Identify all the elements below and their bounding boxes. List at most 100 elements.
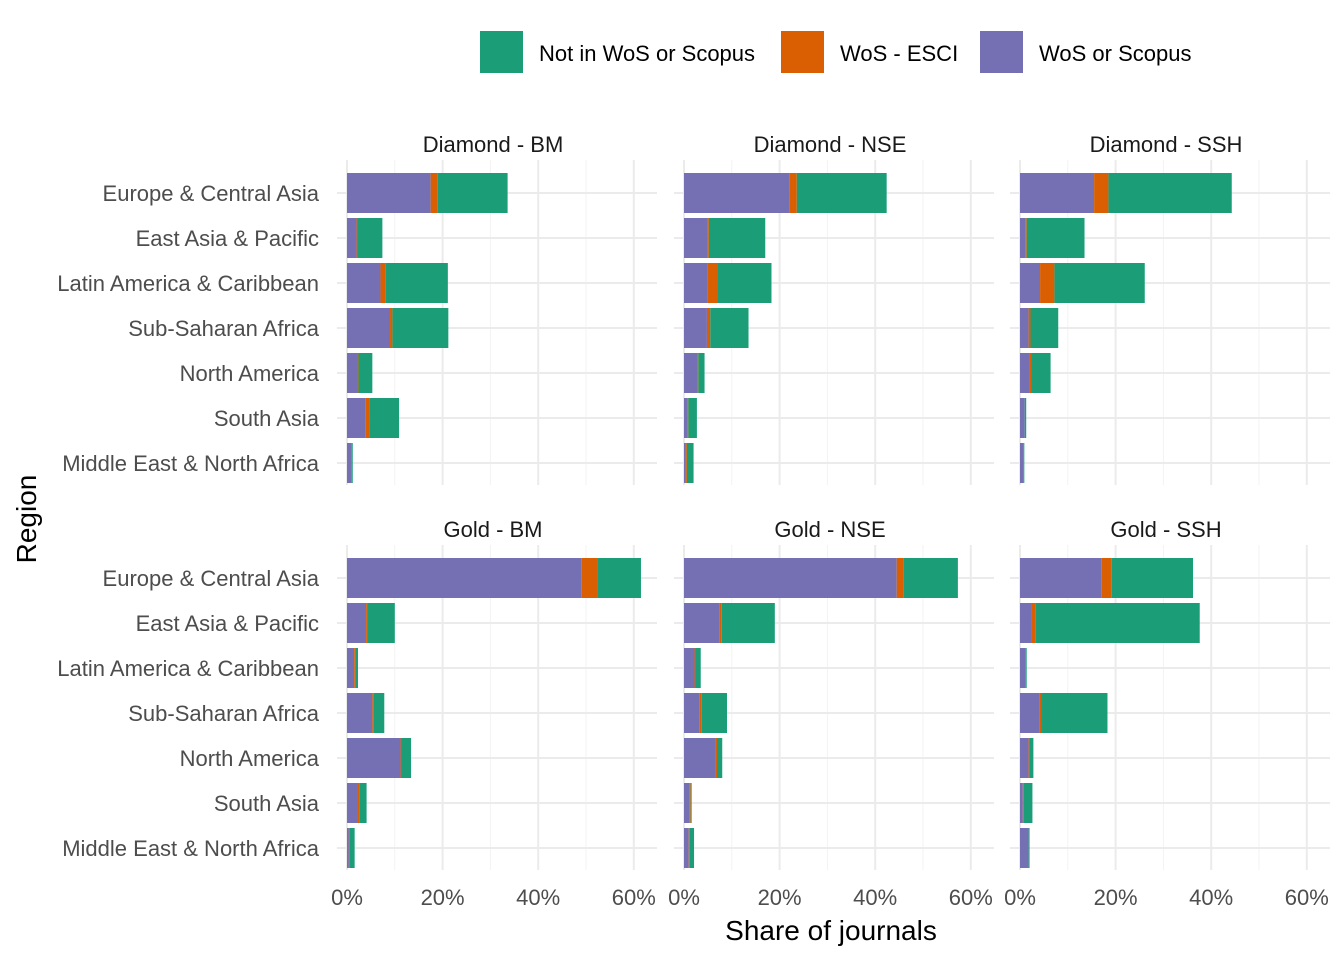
bar-wos-esci-east-asia-and-pacific: [1025, 218, 1027, 258]
bar-not-in-wos-or-scopus-north-america: [716, 738, 723, 778]
bar-wos-or-scopus-europe-and-central-asia: [684, 558, 897, 598]
bar-wos-esci-europe-and-central-asia: [789, 173, 797, 213]
bar-wos-esci-middle-east-and-north-africa: [685, 443, 687, 483]
bar-wos-esci-latin-america-and-caribbean: [707, 263, 718, 303]
x-tick-label: 20%: [421, 885, 465, 910]
bar-wos-or-scopus-middle-east-and-north-africa: [684, 443, 686, 483]
bar-not-in-wos-or-scopus-europe-and-central-asia: [796, 173, 887, 213]
category-label: North America: [180, 746, 320, 771]
bar-wos-or-scopus-north-america: [1020, 353, 1030, 393]
legend-label: WoS or Scopus: [1039, 41, 1191, 66]
x-tick-label: 0%: [1004, 885, 1036, 910]
bar-wos-esci-europe-and-central-asia: [1101, 558, 1112, 598]
bar-wos-or-scopus-sub-saharan-africa: [1020, 693, 1040, 733]
panel-gold-nse: Gold - NSE: [674, 517, 994, 870]
panel-gold-bm: Gold - BM: [337, 517, 657, 870]
bar-wos-esci-east-asia-and-pacific: [1031, 603, 1036, 643]
bar-wos-or-scopus-europe-and-central-asia: [1020, 173, 1095, 213]
category-label: Latin America & Caribbean: [57, 271, 319, 296]
panel-title: Gold - SSH: [1110, 517, 1221, 542]
bar-not-in-wos-or-scopus-middle-east-and-north-africa: [1028, 828, 1030, 868]
bar-wos-or-scopus-middle-east-and-north-africa: [684, 828, 689, 868]
bar-wos-esci-north-america: [697, 353, 699, 393]
category-label: Middle East & North Africa: [62, 451, 320, 476]
bar-wos-esci-south-asia: [689, 783, 691, 823]
bar-wos-or-scopus-north-america: [347, 353, 358, 393]
bar-not-in-wos-or-scopus-east-asia-and-pacific: [708, 218, 766, 258]
bar-wos-or-scopus-north-america: [347, 738, 401, 778]
panel-title: Diamond - NSE: [754, 132, 907, 157]
bar-not-in-wos-or-scopus-middle-east-and-north-africa: [349, 828, 355, 868]
bar-not-in-wos-or-scopus-south-asia: [1023, 783, 1033, 823]
bar-wos-esci-north-america: [357, 353, 359, 393]
category-label: Sub-Saharan Africa: [128, 701, 320, 726]
bar-not-in-wos-or-scopus-sub-saharan-africa: [701, 693, 728, 733]
x-axis-title: Share of journals: [725, 915, 937, 946]
panel-gold-ssh: Gold - SSH: [1010, 517, 1330, 870]
bar-wos-or-scopus-sub-saharan-africa: [347, 693, 373, 733]
x-tick-label: 20%: [1094, 885, 1138, 910]
bar-not-in-wos-or-scopus-sub-saharan-africa: [1041, 693, 1108, 733]
bar-wos-esci-sub-saharan-africa: [706, 308, 711, 348]
bar-wos-or-scopus-east-asia-and-pacific: [1020, 603, 1032, 643]
bar-wos-or-scopus-latin-america-and-caribbean: [347, 263, 381, 303]
panel-diamond-nse: Diamond - NSE: [674, 132, 994, 485]
bar-not-in-wos-or-scopus-sub-saharan-africa: [1030, 308, 1059, 348]
bar-wos-or-scopus-europe-and-central-asia: [347, 173, 431, 213]
legend-item-wos-or-scopus: WoS or Scopus: [980, 31, 1191, 73]
bar-wos-or-scopus-europe-and-central-asia: [684, 173, 790, 213]
legend-item-wos-esci: WoS - ESCI: [781, 31, 958, 73]
bar-not-in-wos-or-scopus-middle-east-and-north-africa: [686, 443, 694, 483]
category-label: Middle East & North Africa: [62, 836, 320, 861]
bar-wos-esci-east-asia-and-pacific: [707, 218, 709, 258]
x-tick-label: 60%: [949, 885, 993, 910]
bar-wos-or-scopus-latin-america-and-caribbean: [1020, 648, 1026, 688]
bar-not-in-wos-or-scopus-north-america: [401, 738, 412, 778]
bar-wos-esci-middle-east-and-north-africa: [688, 828, 690, 868]
bar-wos-esci-latin-america-and-caribbean: [1040, 263, 1055, 303]
category-label: Europe & Central Asia: [103, 566, 320, 591]
panel-title: Diamond - BM: [423, 132, 564, 157]
legend: Not in WoS or Scopus WoS - ESCI WoS or Sco…: [480, 31, 1191, 73]
bar-not-in-wos-or-scopus-middle-east-and-north-africa: [351, 443, 353, 483]
bar-wos-or-scopus-middle-east-and-north-africa: [347, 828, 349, 868]
bar-wos-or-scopus-sub-saharan-africa: [684, 693, 700, 733]
bar-wos-esci-sub-saharan-africa: [699, 693, 702, 733]
category-label: South Asia: [214, 406, 320, 431]
bar-wos-or-scopus-latin-america-and-caribbean: [347, 648, 355, 688]
bar-wos-or-scopus-south-asia: [347, 398, 366, 438]
x-tick-label: 0%: [331, 885, 363, 910]
bar-not-in-wos-or-scopus-east-asia-and-pacific: [357, 218, 383, 258]
bar-not-in-wos-or-scopus-sub-saharan-africa: [392, 308, 449, 348]
bar-wos-or-scopus-north-america: [684, 738, 716, 778]
bar-wos-esci-sub-saharan-africa: [1039, 693, 1042, 733]
legend-swatch: [480, 31, 523, 73]
bar-wos-esci-north-america: [400, 738, 402, 778]
bar-wos-or-scopus-north-america: [684, 353, 698, 393]
bar-wos-esci-east-asia-and-pacific: [356, 218, 358, 258]
legend-swatch: [980, 31, 1023, 73]
bar-wos-esci-sub-saharan-africa: [1028, 308, 1031, 348]
bar-wos-or-scopus-middle-east-and-north-africa: [1020, 443, 1024, 483]
bar-wos-or-scopus-latin-america-and-caribbean: [684, 263, 708, 303]
bar-wos-or-scopus-sub-saharan-africa: [347, 308, 391, 348]
panel-diamond-bm: Diamond - BM: [337, 132, 657, 485]
bar-not-in-wos-or-scopus-latin-america-and-caribbean: [1054, 263, 1145, 303]
bar-wos-or-scopus-sub-saharan-africa: [684, 308, 707, 348]
bar-wos-esci-east-asia-and-pacific: [366, 603, 368, 643]
category-label: South Asia: [214, 791, 320, 816]
bar-not-in-wos-or-scopus-north-america: [1029, 738, 1034, 778]
bar-wos-or-scopus-east-asia-and-pacific: [347, 603, 367, 643]
bar-wos-esci-south-asia: [365, 398, 370, 438]
category-label: Latin America & Caribbean: [57, 656, 319, 681]
bar-wos-esci-south-asia: [687, 398, 689, 438]
bar-not-in-wos-or-scopus-europe-and-central-asia: [597, 558, 641, 598]
panel-title: Gold - NSE: [774, 517, 885, 542]
panel-title: Diamond - SSH: [1090, 132, 1243, 157]
bar-wos-or-scopus-latin-america-and-caribbean: [684, 648, 695, 688]
bar-not-in-wos-or-scopus-europe-and-central-asia: [1108, 173, 1232, 213]
bar-wos-esci-europe-and-central-asia: [430, 173, 438, 213]
bar-not-in-wos-or-scopus-europe-and-central-asia: [1111, 558, 1194, 598]
bar-wos-or-scopus-east-asia-and-pacific: [1020, 218, 1026, 258]
